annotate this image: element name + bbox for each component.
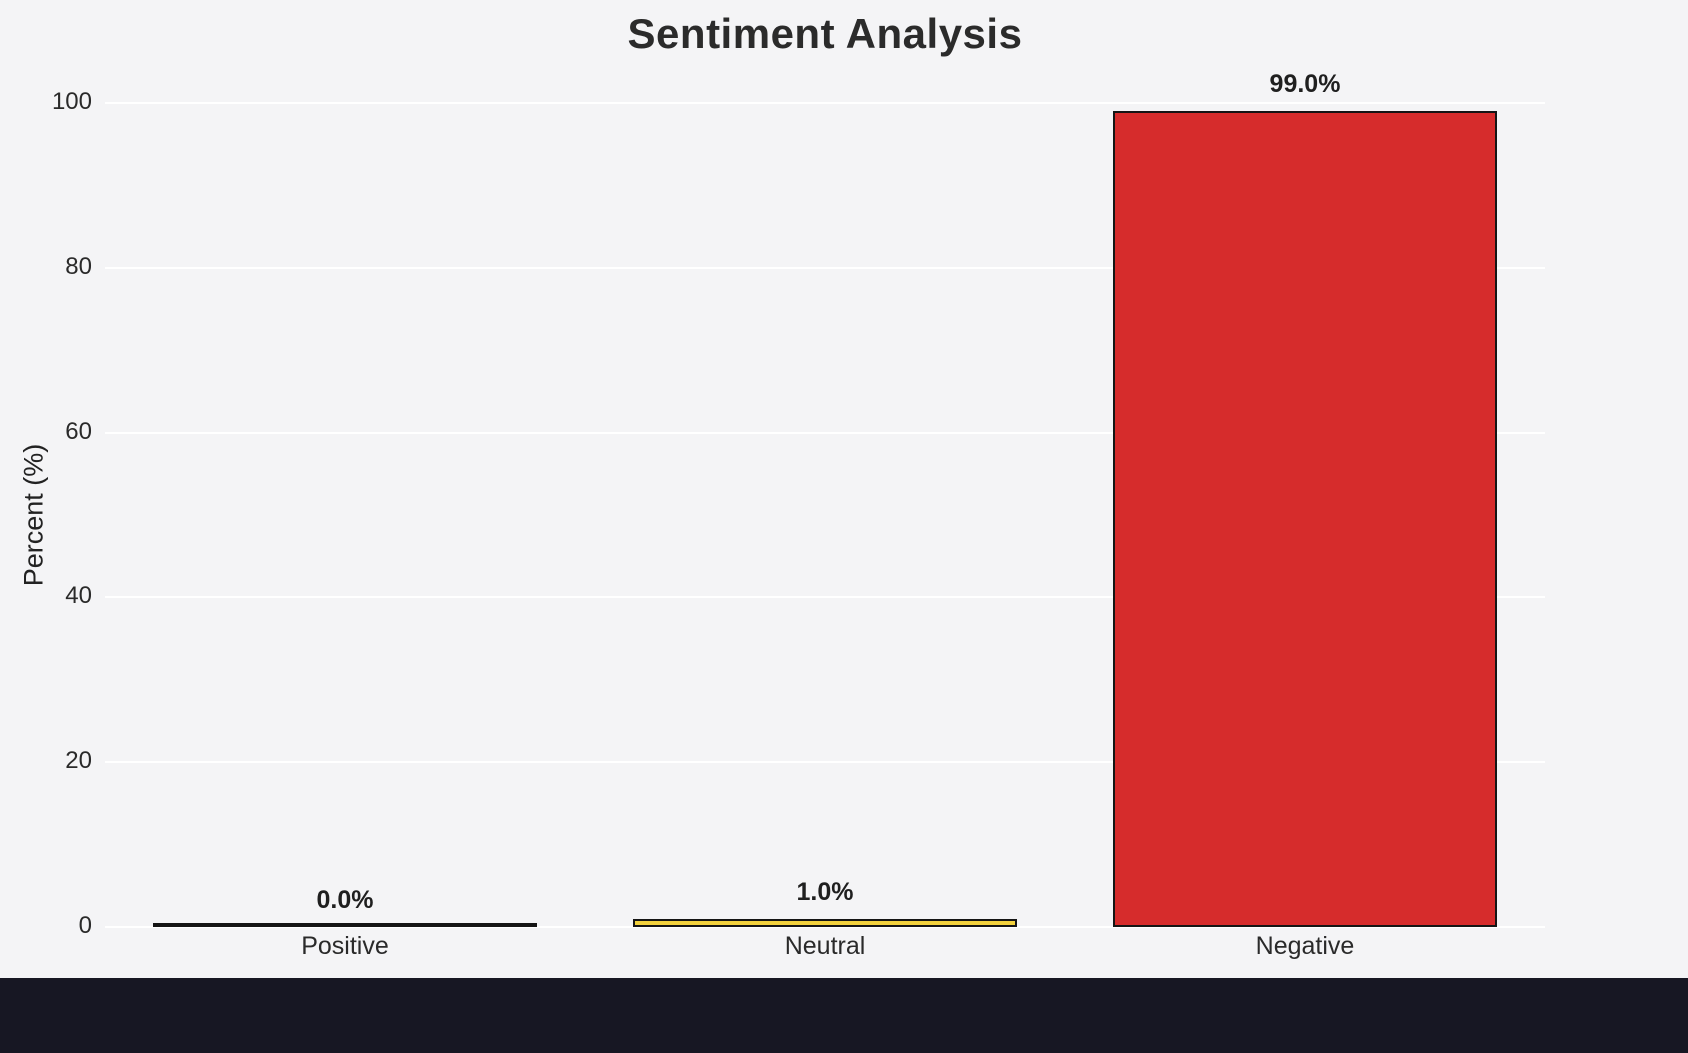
chart-title: Sentiment Analysis	[627, 10, 1023, 57]
y-tick-label-60: 60	[65, 417, 92, 445]
x-tick-label-positive: Positive	[301, 932, 389, 960]
bottom-bar	[0, 978, 1688, 1053]
bar-value-label-neutral: 1.0%	[796, 877, 854, 906]
bar-value-label-positive: 0.0%	[316, 886, 374, 914]
bar-neutral	[633, 918, 1017, 927]
gridline-60	[105, 431, 1545, 434]
gridline-100	[105, 102, 1545, 104]
bar-positive	[153, 923, 537, 927]
gridline-20	[105, 761, 1545, 764]
bar-negative	[1113, 111, 1497, 927]
gridline-40	[105, 596, 1545, 599]
x-tick-label-neutral: Neutral	[784, 932, 866, 960]
x-tick-label-negative: Negative	[1255, 932, 1355, 960]
gridline-0	[105, 926, 1545, 928]
y-tick-label-20: 20	[65, 747, 92, 775]
y-tick-label-0: 0	[78, 912, 92, 939]
gridline-80	[105, 266, 1545, 269]
y-tick-label-100: 100	[51, 88, 92, 115]
plot-area: 0.0% 1.0% 99.0%	[105, 70, 1545, 928]
y-tick-label-80: 80	[65, 252, 92, 280]
y-axis-label: Percent (%)	[18, 443, 49, 587]
bar-value-label-negative: 99.0%	[1269, 70, 1341, 99]
y-tick-label-40: 40	[65, 582, 92, 610]
sentiment-analysis-chart: Sentiment Analysis Percent (%) 0.0% 1.0% 9…	[18, 10, 1545, 960]
